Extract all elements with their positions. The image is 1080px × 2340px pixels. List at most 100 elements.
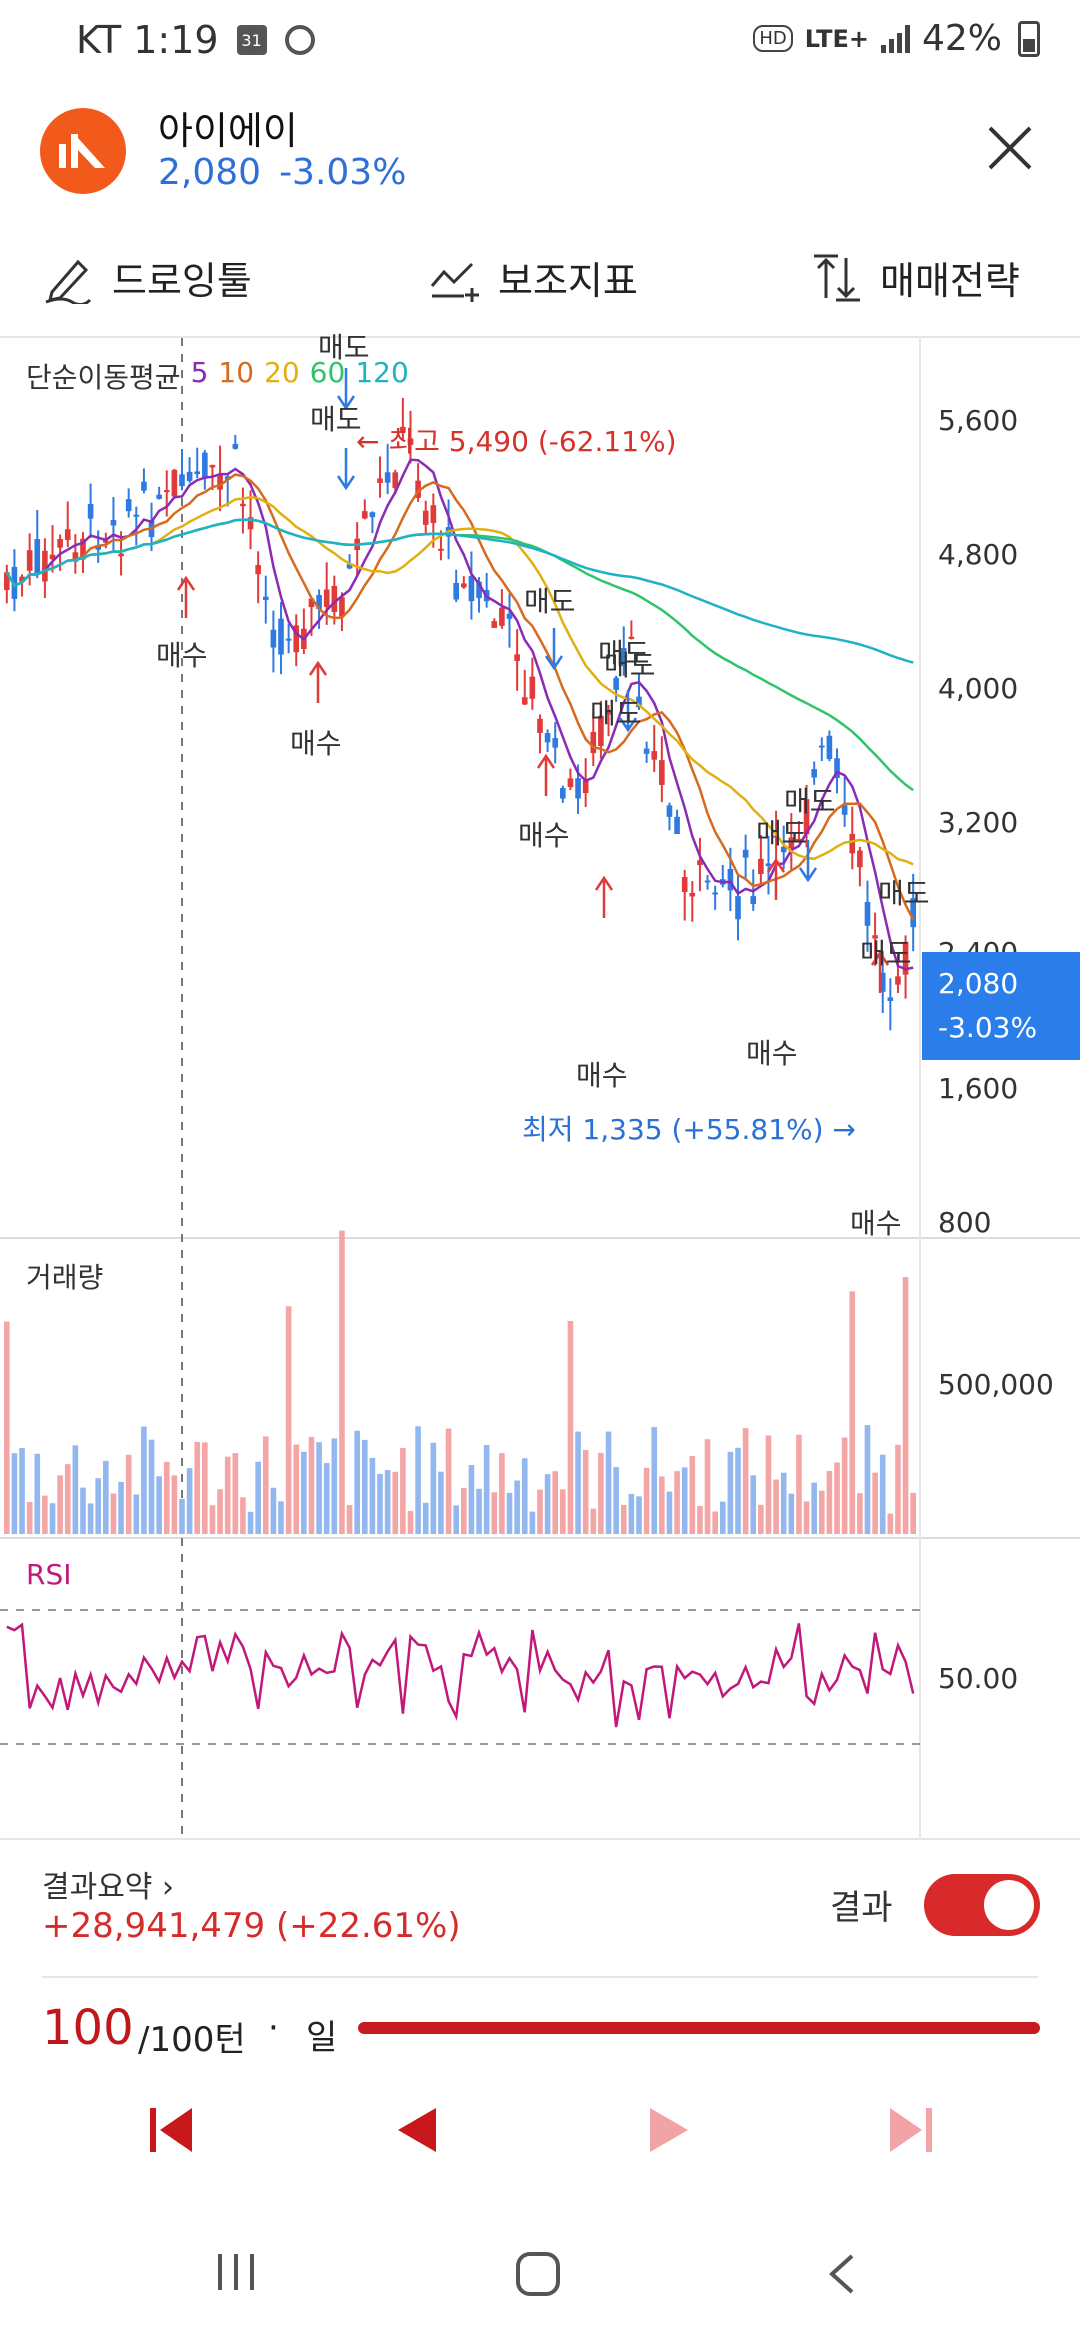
candle-body	[506, 613, 513, 619]
candle-body	[560, 788, 566, 799]
volume-bar	[582, 1450, 589, 1534]
candle-body	[163, 490, 170, 493]
trading-strategy-button[interactable]: 매매전략	[810, 250, 1020, 305]
profit-value: +28,941,479 (+22.61%)	[42, 1906, 461, 1946]
volume-bar	[674, 1471, 680, 1534]
close-button[interactable]	[980, 118, 1040, 178]
price-change: -3.03%	[279, 152, 407, 193]
candle-body	[4, 572, 10, 591]
pencil-icon	[45, 259, 92, 304]
back-button[interactable]	[822, 2250, 862, 2302]
candle-body	[11, 566, 18, 599]
current-price-tag: 2,080 -3.03%	[922, 952, 1080, 1060]
volume-bar	[788, 1493, 795, 1534]
candle-body	[110, 519, 117, 526]
volume-bar	[80, 1487, 86, 1534]
playback-controls	[0, 2090, 1080, 2170]
sell-arrow-icon	[544, 628, 564, 671]
volume-bar	[361, 1439, 368, 1534]
buy-signal-label: 매수	[746, 1037, 798, 1070]
volume-bar	[742, 1428, 749, 1534]
recent-apps-button[interactable]	[214, 2250, 258, 2298]
volume-bar	[293, 1444, 300, 1534]
volume-bar	[598, 1452, 604, 1534]
volume-bar	[133, 1494, 140, 1534]
candle-body	[681, 877, 688, 893]
stock-logo	[40, 108, 126, 194]
system-nav-bar	[0, 2220, 1080, 2340]
step-back-icon	[398, 2108, 436, 2152]
candle-body	[377, 478, 383, 483]
candle-body	[19, 576, 25, 582]
candle-body	[849, 833, 856, 854]
volume-bar	[42, 1495, 48, 1534]
sell-signal-label: 매도	[590, 697, 642, 730]
result-summary: 결과요약 › +28,941,479 (+22.61%) 결과	[0, 1840, 1080, 1990]
volume-bar	[910, 1492, 916, 1534]
candle-body	[788, 837, 795, 849]
volume-bar	[887, 1513, 894, 1534]
candle-body	[118, 553, 124, 557]
hd-icon: HD	[753, 25, 793, 52]
volume-bar	[689, 1456, 696, 1534]
skip-to-start-button[interactable]	[142, 2100, 202, 2160]
volume-bar	[483, 1444, 490, 1534]
volume-bar	[590, 1508, 597, 1534]
candle-body	[476, 581, 482, 599]
candle-body	[659, 760, 665, 785]
stock-chart[interactable]: 단순이동평균 5 10 20 60 120 5,600 4,800 4,000 …	[0, 331, 1080, 1838]
volume-bar	[803, 1501, 810, 1534]
skip-to-end-button[interactable]	[880, 2100, 940, 2160]
volume-bar	[72, 1445, 79, 1534]
volume-bar	[11, 1453, 18, 1534]
volume-bar	[727, 1451, 734, 1534]
result-summary-link[interactable]: 결과요약 ›	[42, 1862, 174, 1906]
step-back-button[interactable]	[388, 2100, 448, 2160]
candle-body	[34, 539, 41, 575]
sell-arrow-icon	[336, 368, 356, 411]
candle-body	[171, 469, 178, 497]
volume-bar	[331, 1438, 338, 1534]
volume-bar	[818, 1490, 825, 1534]
buy-arrow-icon	[594, 875, 614, 918]
ma5-label: 5	[190, 356, 209, 389]
candle-body	[598, 715, 604, 747]
volume-bar	[232, 1453, 239, 1534]
volume-bar	[240, 1497, 246, 1534]
volume-bar	[57, 1475, 63, 1534]
home-button[interactable]	[514, 2250, 562, 2302]
buy-signal-label: 매수	[156, 639, 208, 672]
candle-body	[262, 596, 269, 601]
step-forward-button[interactable]	[638, 2100, 698, 2160]
sell-signal-label: 매도	[878, 877, 930, 910]
result-toggle[interactable]	[924, 1874, 1040, 1936]
drawing-tool-button[interactable]: 드로잉툴	[42, 250, 252, 305]
volume-bar	[301, 1451, 307, 1534]
home-icon	[516, 2252, 560, 2296]
candle-body	[247, 517, 254, 530]
skip-to-start-icon	[150, 2108, 192, 2152]
candle-body	[186, 471, 193, 481]
indicators-button[interactable]: 보조지표	[428, 250, 638, 305]
candle-body	[803, 799, 810, 835]
candle-body	[636, 696, 642, 708]
carrier-time: KT 1:19	[76, 18, 219, 62]
candle-body	[232, 444, 239, 449]
rsi-line	[6, 1622, 915, 1728]
candle-body	[323, 589, 330, 607]
candle-body	[887, 997, 894, 1001]
volume-bar	[278, 1501, 284, 1534]
volume-bar	[902, 1277, 909, 1534]
back-icon	[829, 2254, 854, 2294]
price-tag-change: -3.03%	[938, 1011, 1038, 1044]
candle-body	[240, 503, 246, 507]
volume-bar	[605, 1431, 612, 1534]
sell-signal-label: 매도	[598, 637, 650, 670]
candle-body	[742, 849, 749, 858]
candle-body	[430, 505, 437, 523]
candle-body	[590, 732, 597, 754]
candle-body	[674, 816, 680, 834]
period-unit[interactable]: 일	[306, 2018, 338, 2058]
volume-bar	[499, 1453, 505, 1534]
ma-legend-title: 단순이동평균	[26, 361, 181, 394]
